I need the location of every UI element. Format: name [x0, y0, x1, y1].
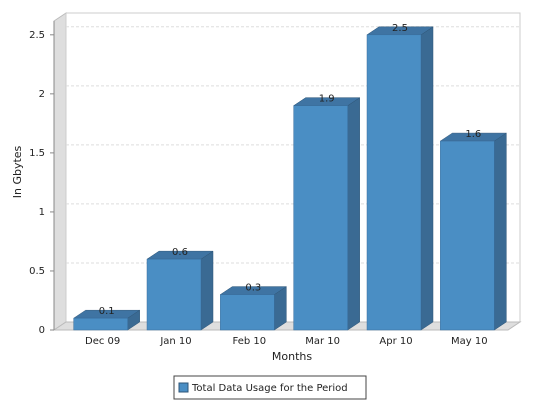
- bar-side: [494, 132, 507, 331]
- legend-label: Total Data Usage for the Period: [191, 383, 348, 394]
- bar-side: [347, 97, 360, 331]
- y-tick-label: 0.5: [29, 266, 45, 277]
- value-label: 0.3: [245, 283, 261, 294]
- bar: [366, 34, 422, 331]
- bar-side: [200, 250, 214, 331]
- bar: [146, 258, 202, 331]
- y-tick-label: 0: [39, 325, 45, 336]
- bar: [73, 317, 128, 331]
- y-tick-label: 2: [39, 89, 45, 100]
- y-tick-label: 2.5: [29, 30, 45, 41]
- x-tick-label: May 10: [451, 336, 488, 347]
- value-label: 1.9: [319, 94, 335, 105]
- value-label: 1.6: [465, 129, 481, 140]
- legend-swatch: [178, 382, 189, 393]
- bar: [293, 105, 348, 331]
- left-wall: [53, 12, 67, 331]
- value-label: 0.6: [172, 247, 188, 258]
- bar: [440, 140, 495, 331]
- y-tick-label: 1.5: [29, 148, 45, 159]
- x-axis-title: Months: [272, 350, 312, 363]
- x-tick-label: Dec 09: [85, 336, 120, 347]
- legend-box: [173, 375, 367, 400]
- x-tick-label: Apr 10: [379, 336, 412, 347]
- bar: [220, 294, 275, 331]
- bar-side: [420, 26, 434, 331]
- value-label: 0.1: [99, 306, 115, 317]
- y-tick-label: 1: [39, 207, 45, 218]
- x-tick-label: Jan 10: [159, 336, 191, 347]
- value-label: 2.5: [392, 23, 408, 34]
- x-tick-label: Mar 10: [305, 336, 340, 347]
- y-axis-title: In Gbytes: [11, 145, 24, 198]
- x-tick-label: Feb 10: [233, 336, 267, 347]
